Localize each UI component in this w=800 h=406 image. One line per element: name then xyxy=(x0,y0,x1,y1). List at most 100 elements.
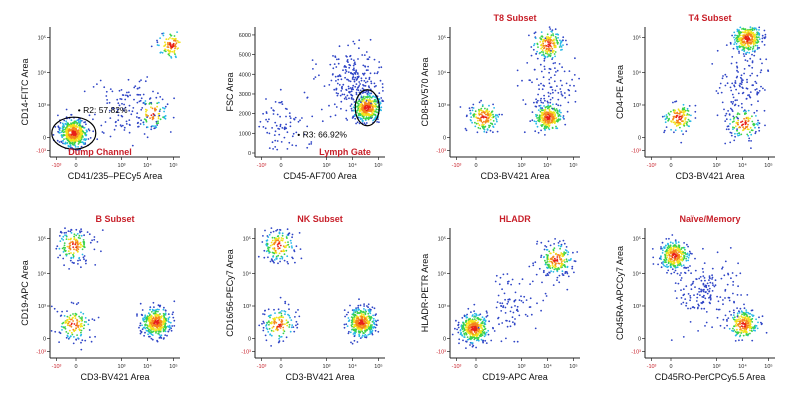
event-point xyxy=(532,262,534,265)
event-point xyxy=(351,342,354,345)
panel-title: T8 Subset xyxy=(493,13,536,23)
event-point xyxy=(736,128,738,131)
event-point xyxy=(743,68,746,70)
event-point xyxy=(560,93,563,95)
event-point xyxy=(60,231,63,234)
event-point xyxy=(678,115,681,118)
event-point xyxy=(550,270,552,273)
x-tick-label: 10⁴ xyxy=(143,363,152,370)
event-point xyxy=(79,137,82,140)
event-point xyxy=(558,281,561,284)
event-point xyxy=(682,108,685,110)
event-point xyxy=(731,110,734,112)
event-point xyxy=(732,126,734,129)
event-point xyxy=(747,37,749,39)
event-point xyxy=(382,90,384,92)
event-point xyxy=(680,130,683,132)
event-point xyxy=(476,321,479,324)
event-point xyxy=(350,58,353,60)
event-point xyxy=(545,45,548,47)
event-point xyxy=(362,110,365,113)
event-point xyxy=(58,141,61,143)
event-point xyxy=(298,315,301,318)
event-point xyxy=(744,28,747,31)
event-point xyxy=(516,84,519,87)
event-point xyxy=(279,296,282,299)
event-point xyxy=(373,99,376,101)
event-point xyxy=(272,325,275,328)
event-point xyxy=(373,72,376,75)
event-point xyxy=(543,94,545,97)
event-point xyxy=(734,34,736,37)
event-point xyxy=(71,132,74,135)
event-point xyxy=(679,123,682,125)
event-point xyxy=(329,63,332,66)
event-point xyxy=(553,122,556,124)
event-point xyxy=(542,102,544,104)
event-point xyxy=(556,127,559,130)
event-point xyxy=(488,126,490,129)
event-point xyxy=(64,247,67,249)
event-point xyxy=(546,111,549,114)
event-point xyxy=(131,110,134,113)
event-point xyxy=(76,324,78,326)
event-point xyxy=(266,242,269,245)
event-point xyxy=(763,109,766,112)
event-point xyxy=(477,122,480,125)
event-point xyxy=(278,316,281,319)
event-point xyxy=(555,120,558,122)
event-point xyxy=(552,284,555,286)
event-point xyxy=(547,91,550,94)
event-point xyxy=(142,123,145,126)
event-point xyxy=(743,34,745,37)
event-point xyxy=(85,134,88,136)
event-point xyxy=(281,256,284,258)
event-point xyxy=(741,49,744,51)
event-point xyxy=(362,112,364,115)
event-point xyxy=(745,34,748,36)
event-point xyxy=(280,237,283,239)
event-point xyxy=(368,315,370,318)
event-point xyxy=(758,126,760,129)
event-point xyxy=(758,122,761,125)
event-point xyxy=(573,74,576,76)
event-point xyxy=(751,72,753,75)
event-point xyxy=(272,109,275,111)
event-point xyxy=(70,113,72,116)
event-point xyxy=(729,41,732,44)
event-point xyxy=(761,62,763,65)
event-point xyxy=(555,125,557,128)
event-point xyxy=(289,316,291,319)
event-point xyxy=(63,264,65,267)
event-point xyxy=(159,96,162,98)
event-point xyxy=(754,80,757,83)
event-point xyxy=(716,49,719,52)
event-point xyxy=(88,129,91,132)
event-point xyxy=(361,54,364,56)
event-point xyxy=(77,248,80,251)
event-point xyxy=(156,314,159,317)
event-point xyxy=(273,259,276,261)
event-point xyxy=(729,123,731,125)
event-point xyxy=(298,232,301,234)
event-point xyxy=(372,106,374,109)
event-point xyxy=(369,72,372,75)
event-point xyxy=(288,141,291,144)
event-point xyxy=(73,127,75,130)
event-point xyxy=(171,46,174,49)
event-point xyxy=(122,108,124,110)
event-point xyxy=(738,113,741,115)
y-axis-label: FSC Area xyxy=(225,72,235,111)
event-point xyxy=(747,41,750,44)
event-point xyxy=(542,109,544,111)
event-point xyxy=(150,106,152,109)
event-point xyxy=(749,26,752,28)
event-point xyxy=(468,107,471,110)
event-point xyxy=(731,34,733,37)
event-point xyxy=(64,234,66,237)
event-point xyxy=(368,114,370,117)
event-point xyxy=(159,118,162,121)
event-point xyxy=(364,309,367,312)
y-tick-label: -10³ xyxy=(436,350,446,356)
event-point xyxy=(113,128,116,131)
